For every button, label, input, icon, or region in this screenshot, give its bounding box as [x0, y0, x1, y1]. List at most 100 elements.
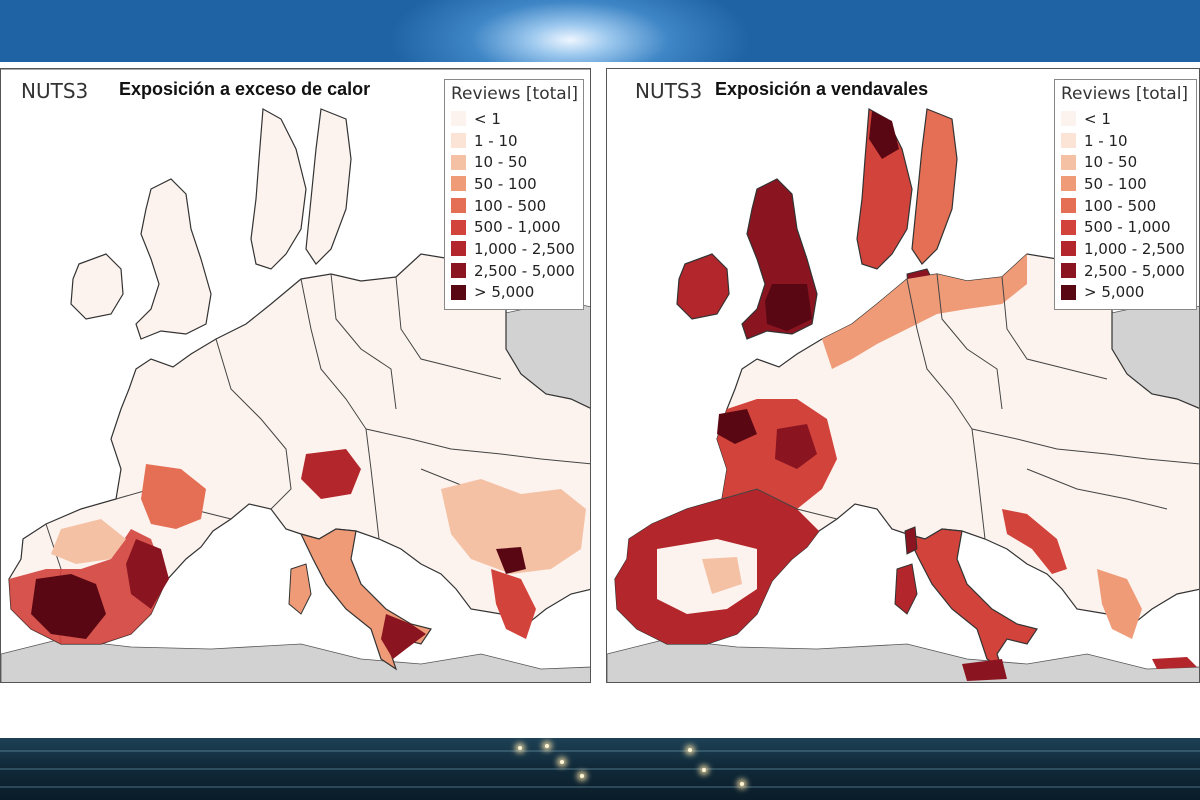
- sardinia: [288, 563, 312, 615]
- legend-swatch: [1061, 219, 1076, 235]
- great-britain: [135, 178, 212, 340]
- legend-swatch: [1061, 133, 1076, 149]
- heat-exposure-map: [1, 69, 590, 682]
- iberia-interior-moderate: [702, 557, 742, 594]
- sweden-south: [305, 108, 352, 265]
- legend-item: 1 - 10: [451, 130, 577, 152]
- italy-north-high: [301, 449, 361, 499]
- legend-label: 10 - 50: [1084, 153, 1138, 172]
- legend-item: > 5,000: [1061, 282, 1190, 304]
- balkans-moderate: [441, 479, 586, 574]
- legend-label: 1,000 - 2,500: [1084, 239, 1185, 258]
- water-ripple: [0, 786, 1200, 788]
- heat-exposure-map-panel: NUTS3 Exposición a exceso de calor Revie…: [0, 68, 591, 683]
- greece-moderate: [1097, 569, 1142, 639]
- light-glint: [560, 760, 564, 764]
- crete-high: [1152, 657, 1197, 669]
- legend-swatch: [451, 241, 466, 257]
- italy-south-high: [381, 614, 426, 659]
- water-ripple: [0, 768, 1200, 770]
- legend-label: 100 - 500: [1084, 196, 1157, 215]
- legend-item: < 1: [451, 108, 577, 130]
- light-glint: [580, 774, 584, 778]
- legend-label: 50 - 100: [1084, 174, 1147, 193]
- legend-label: 1 - 10: [474, 131, 518, 150]
- legend-item: < 1: [1061, 108, 1190, 130]
- windstorm-map-title: Exposición a vendavales: [715, 79, 929, 99]
- legend-item: 500 - 1,000: [451, 216, 577, 238]
- legend-label: < 1: [1084, 109, 1111, 128]
- iberia-central-moderate: [51, 519, 126, 564]
- france-central-extreme: [775, 424, 817, 469]
- legend-label: 2,500 - 5,000: [1084, 261, 1185, 280]
- bulgaria-hot: [496, 547, 526, 574]
- legend-item: 1 - 10: [1061, 130, 1190, 152]
- legend-item: 10 - 50: [451, 151, 577, 173]
- heat-map-title: Exposición a exceso de calor: [119, 79, 371, 99]
- greece-high: [491, 569, 536, 639]
- legend-swatch: [1061, 198, 1076, 214]
- legend-label: 2,500 - 5,000: [474, 261, 575, 280]
- legend-swatch: [1061, 241, 1076, 257]
- legend-title: Reviews [total]: [451, 84, 579, 104]
- light-glint: [688, 748, 692, 752]
- england-south-extreme: [765, 284, 812, 331]
- legend-item: > 5,000: [451, 282, 577, 304]
- legend-swatch: [1061, 176, 1076, 192]
- region-level-label: NUTS3: [635, 79, 703, 103]
- legend-swatch: [1061, 284, 1076, 300]
- windstorm-exposure-map: [607, 108, 1199, 682]
- heat-map-legend: Reviews [total] < 1 1 - 10 10 - 50 50 - …: [444, 79, 584, 311]
- legend-label: 100 - 500: [474, 196, 547, 215]
- legend-swatch: [1061, 154, 1076, 170]
- legend-swatch: [451, 176, 466, 192]
- legend-item: 1,000 - 2,500: [1061, 238, 1190, 260]
- sardinia: [894, 563, 918, 615]
- legend-label: 1,000 - 2,500: [474, 239, 575, 258]
- sicily-extreme: [962, 659, 1007, 681]
- windstorm-exposure-map-panel: NUTS3 Exposición a vendavales Reviews [t…: [606, 68, 1200, 683]
- top-decorative-banner: [0, 0, 1200, 62]
- bottom-decorative-banner: [0, 738, 1200, 800]
- italy: [905, 528, 1038, 671]
- norway-north-extreme: [869, 111, 899, 159]
- light-glint: [740, 782, 744, 786]
- north-africa-land: [607, 638, 1199, 682]
- legend-swatch: [451, 198, 466, 214]
- legend-label: 50 - 100: [474, 174, 537, 193]
- legend-label: 1 - 10: [1084, 131, 1128, 150]
- corsica: [904, 526, 918, 555]
- legend-swatch: [451, 111, 466, 127]
- light-glint: [702, 768, 706, 772]
- legend-swatch: [451, 263, 466, 279]
- legend-title: Reviews [total]: [1061, 84, 1189, 104]
- legend-label: 500 - 1,000: [474, 218, 561, 237]
- croatia-coast-high: [1002, 509, 1067, 574]
- legend-item: 50 - 100: [1061, 173, 1190, 195]
- legend-label: 10 - 50: [474, 153, 528, 172]
- light-glint: [545, 744, 549, 748]
- legend-item: 50 - 100: [451, 173, 577, 195]
- legend-swatch: [1061, 263, 1076, 279]
- legend-label: < 1: [474, 109, 501, 128]
- scandinavia: [250, 108, 307, 270]
- brittany-extreme: [717, 409, 757, 444]
- legend-swatch: [1061, 111, 1076, 127]
- legend-swatch: [451, 133, 466, 149]
- country-borders: [721, 273, 1199, 540]
- legend-swatch: [451, 219, 466, 235]
- water-ripple: [0, 750, 1200, 752]
- legend-item: 2,500 - 5,000: [1061, 260, 1190, 282]
- ireland: [70, 253, 124, 320]
- legend-label: 500 - 1,000: [1084, 218, 1171, 237]
- benelux-germany-coast: [822, 254, 1027, 369]
- windstorm-map-legend: Reviews [total] < 1 1 - 10 10 - 50 50 - …: [1054, 79, 1197, 311]
- catalonia-high: [141, 464, 206, 529]
- legend-item: 10 - 50: [1061, 151, 1190, 173]
- valencia-extreme: [126, 539, 169, 609]
- legend-item: 100 - 500: [451, 195, 577, 217]
- legend-item: 2,500 - 5,000: [451, 260, 577, 282]
- legend-swatch: [451, 154, 466, 170]
- light-glint: [518, 746, 522, 750]
- andalusia-extreme: [31, 574, 106, 639]
